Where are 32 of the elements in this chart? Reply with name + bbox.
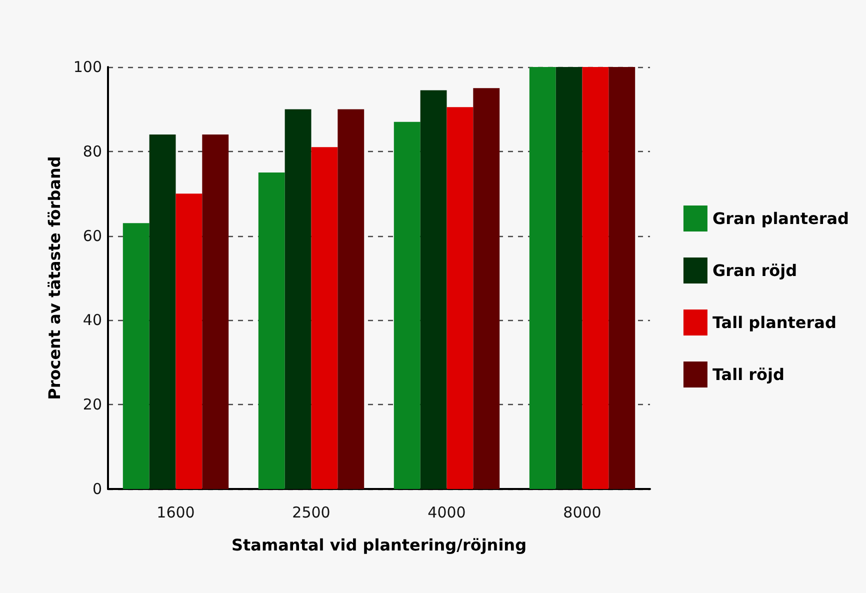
x-axis-title: Stamantal vid plantering/röjning <box>231 536 527 554</box>
bar <box>608 67 636 489</box>
bar <box>284 109 312 489</box>
bar <box>420 90 447 489</box>
bar <box>149 134 176 489</box>
x-tick-label: 4000 <box>428 504 466 522</box>
bar <box>394 122 420 489</box>
bar <box>582 67 609 489</box>
bar <box>446 107 474 489</box>
y-axis-title: Procent av tätaste förband <box>44 156 64 400</box>
y-tick-label: 0 <box>92 480 102 498</box>
bar <box>176 194 202 489</box>
y-tick-label: 20 <box>82 396 102 414</box>
bar <box>202 134 229 489</box>
x-tick-label: 8000 <box>563 504 602 522</box>
bar <box>258 172 285 489</box>
bar <box>338 109 364 489</box>
bar <box>529 67 556 489</box>
y-tick-label: 60 <box>82 226 102 245</box>
y-tick-label: 100 <box>73 58 102 76</box>
bar <box>473 88 500 489</box>
bar <box>556 67 582 489</box>
legend-label: Tall röjd <box>712 365 784 384</box>
legend-label: Gran planterad <box>712 209 849 228</box>
y-tick-label: 40 <box>82 311 102 330</box>
legend-label: Gran röjd <box>712 261 798 280</box>
y-tick-label: 80 <box>82 142 102 160</box>
x-tick-label: 2500 <box>292 504 330 522</box>
bar <box>311 147 338 489</box>
x-tick-label: 1600 <box>156 504 195 522</box>
bar <box>122 223 150 489</box>
legend-label: Tall planterad <box>712 313 836 332</box>
